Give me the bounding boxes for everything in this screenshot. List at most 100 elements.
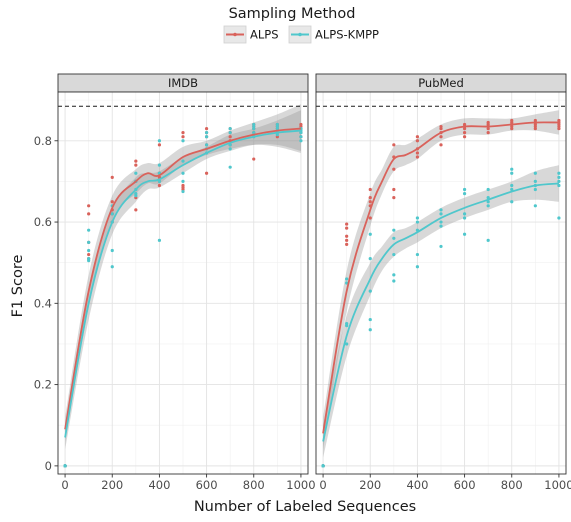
data-point [415, 151, 420, 155]
data-point [157, 183, 162, 188]
series-line-alps-pubmed [322, 121, 559, 434]
data-point [533, 187, 537, 192]
confidence-band-alps-kmpp-pubmed [323, 165, 559, 458]
data-point [392, 252, 396, 257]
data-point [510, 200, 514, 204]
panel-border-pubmed [315, 91, 567, 475]
x-tick-label: 600 [454, 478, 476, 492]
data-point [462, 131, 467, 135]
data-point [181, 189, 185, 194]
data-point [321, 464, 325, 468]
data-point [228, 131, 232, 135]
data-point [557, 216, 561, 220]
data-point [462, 187, 467, 192]
x-tick-label: 200 [101, 478, 123, 492]
data-point [345, 226, 349, 230]
x-tick-label: 400 [148, 478, 170, 492]
data-point [368, 187, 372, 192]
data-point [486, 238, 490, 242]
data-point [415, 135, 420, 139]
data-point [533, 179, 537, 183]
y-tick-label: 0.4 [34, 296, 52, 310]
confidence-band-alps-imdb [65, 104, 301, 442]
series-line-alps-kmpp-imdb [64, 129, 301, 438]
data-point [439, 212, 443, 216]
data-point [439, 208, 443, 212]
legend-title: Sampling Method [229, 6, 356, 22]
data-point [392, 143, 396, 147]
y-axis-title: F1 Score [10, 255, 26, 318]
x-axis-title: Number of Labeled Sequences [194, 499, 416, 515]
data-point [368, 328, 372, 332]
data-point [345, 277, 349, 281]
data-point [87, 212, 91, 216]
x-tick-label: 800 [501, 478, 523, 492]
y-tick-label: 0 [45, 459, 52, 473]
data-point [110, 175, 114, 179]
data-point [486, 187, 490, 192]
data-point [275, 133, 279, 137]
data-point [63, 464, 67, 468]
data-point [368, 200, 372, 204]
panel-title-pubmed: PubMed [418, 76, 464, 90]
panel-pubmed: PubMed 0 200 400 600 800 1000 [315, 73, 571, 492]
data-point [345, 234, 349, 238]
data-point [228, 147, 232, 151]
data-point [533, 204, 537, 208]
data-point [87, 240, 91, 244]
data-point [392, 187, 396, 192]
data-point [345, 242, 349, 246]
data-point [510, 187, 514, 192]
data-point [204, 126, 209, 131]
y-tick-label: 0.2 [34, 378, 52, 392]
data-point [228, 165, 232, 169]
data-point [110, 200, 114, 204]
data-point [415, 252, 420, 257]
data-point [486, 204, 490, 208]
data-point [110, 248, 114, 253]
data-point [181, 131, 185, 135]
legend-entry-alps: ALPS [223, 25, 279, 44]
data-point [462, 212, 467, 216]
data-point [252, 157, 256, 161]
x-tick-label: 1000 [286, 478, 315, 492]
data-point [157, 163, 162, 167]
data-point [345, 324, 349, 328]
data-point [157, 139, 162, 143]
data-point [439, 224, 443, 228]
data-point [557, 126, 561, 131]
x-tick-label: 0 [61, 478, 68, 492]
legend-entry-alps-kmpp: ALPS-KMPP [288, 25, 379, 44]
confidence-band-alps-kmpp-imdb [65, 110, 301, 450]
data-point [87, 248, 91, 253]
data-point [299, 131, 303, 135]
data-point [299, 135, 303, 139]
x-tick-label: 200 [359, 478, 381, 492]
data-point [157, 143, 162, 147]
data-point [415, 265, 420, 269]
data-point [462, 126, 467, 131]
data-point [181, 179, 185, 183]
data-point [368, 257, 372, 261]
data-point [299, 139, 303, 143]
x-tick-label: 600 [196, 478, 218, 492]
data-point [462, 232, 467, 236]
legend-label-alps-kmpp: ALPS-KMPP [315, 28, 379, 42]
data-point [368, 289, 372, 293]
data-point [439, 244, 443, 249]
panel-imdb: IMDB 0 200 400 600 800 1000 [57, 73, 316, 492]
legend-dot-alps-kmpp [298, 32, 302, 37]
data-point [439, 126, 443, 131]
data-point [392, 228, 396, 232]
data-point [275, 126, 279, 131]
data-point [462, 192, 467, 196]
data-point [557, 175, 561, 179]
data-point [228, 126, 232, 131]
data-point [415, 220, 420, 224]
data-point [462, 135, 467, 139]
data-point [134, 171, 138, 175]
panel-title-imdb: IMDB [168, 76, 198, 90]
data-point [134, 163, 138, 167]
data-point [204, 135, 209, 139]
data-point [533, 126, 537, 131]
